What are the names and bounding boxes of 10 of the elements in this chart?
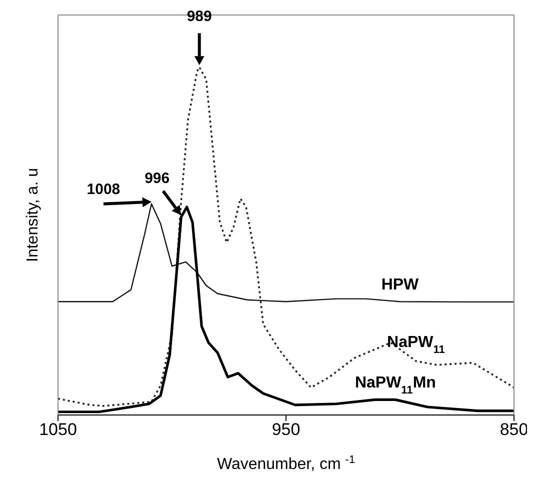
series-label: HPW (381, 276, 420, 294)
annotation: 989 (186, 8, 212, 26)
x-tick-label: 1050 (39, 420, 77, 440)
y-axis-title: Intensity, a. u (24, 168, 42, 262)
series-label: NaPW$_{11}$ (387, 334, 445, 356)
annotation: 1008 (86, 180, 120, 198)
series-label: NaPW$_{11}$Mn (354, 374, 436, 397)
annotation: 996 (144, 170, 170, 188)
x-tick-label: 950 (272, 420, 300, 440)
x-axis-title: Wavenumber, cm $^{-1}$ (216, 454, 356, 473)
